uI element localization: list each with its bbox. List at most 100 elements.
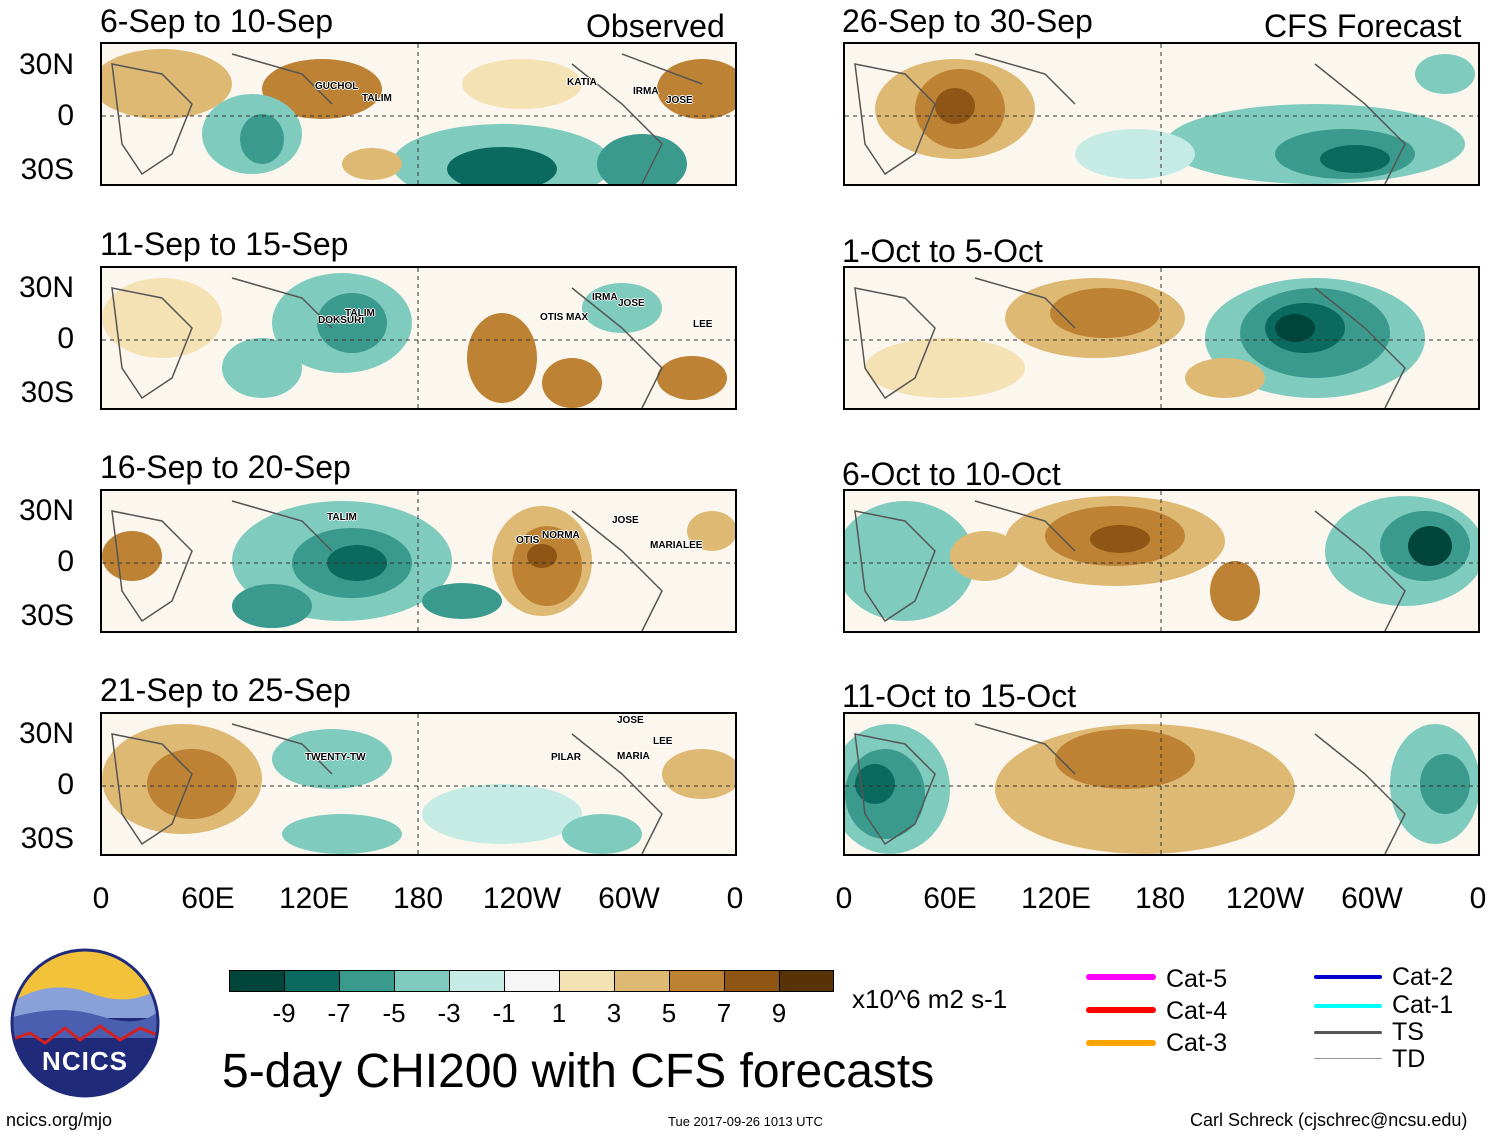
x-label: 0 xyxy=(92,882,110,915)
y-label-30n: 30N xyxy=(18,717,74,750)
panel-title: 21-Sep to 25-Sep xyxy=(100,672,351,708)
y-label-30n: 30N xyxy=(18,271,74,304)
storm-label: LEE xyxy=(653,736,673,747)
storm-label: PILAR xyxy=(551,752,581,763)
legend-label: Cat-2 xyxy=(1392,963,1454,991)
storm-label: OTIS xyxy=(540,312,564,323)
colorbar-swatch xyxy=(449,970,505,992)
legend-label: Cat-1 xyxy=(1392,991,1454,1019)
colorbar-label: 3 xyxy=(606,998,622,1028)
legend-line-cat2 xyxy=(1314,975,1382,979)
footer-link[interactable]: ncics.org/mjo xyxy=(6,1110,113,1130)
legend-label: Cat-5 xyxy=(1166,965,1228,993)
y-label-0: 0 xyxy=(57,322,74,355)
panel-title: 6-Oct to 10-Oct xyxy=(842,456,1061,492)
storm-label: DOKSURI xyxy=(318,315,365,326)
y-label-30s: 30S xyxy=(20,153,74,186)
legend-label: TS xyxy=(1392,1018,1424,1046)
panel-title: 26-Sep to 30-Sep xyxy=(842,3,1093,39)
storm-label: KATIA xyxy=(567,77,597,88)
main-title: 5-day CHI200 with CFS forecasts xyxy=(222,1045,935,1098)
colorbar-label: -9 xyxy=(272,998,296,1028)
x-label: 60E xyxy=(181,882,235,915)
x-label: 0 xyxy=(835,882,853,915)
colorbar-swatch xyxy=(614,970,670,992)
anomaly-map xyxy=(843,266,1480,410)
colorbar-swatch xyxy=(394,970,450,992)
storm-label: MARIA xyxy=(617,751,650,762)
x-label: 0 xyxy=(726,882,744,915)
panel-title: 11-Oct to 15-Oct xyxy=(842,678,1077,714)
x-label: 0 xyxy=(1469,882,1487,915)
colorbar-label: -5 xyxy=(382,998,406,1028)
anomaly-map xyxy=(843,489,1480,633)
storm-label: GUCHOL xyxy=(315,81,359,92)
x-label: 180 xyxy=(1134,882,1186,915)
x-label: 120E xyxy=(278,882,350,915)
colorbar-label: -1 xyxy=(492,998,516,1028)
colorbar-swatch xyxy=(559,970,615,992)
legend-label: Cat-3 xyxy=(1166,1029,1228,1057)
y-label-30s: 30S xyxy=(20,376,74,409)
colorbar-swatch xyxy=(504,970,560,992)
colorbar-label: 7 xyxy=(716,998,732,1028)
colorbar-label: 1 xyxy=(551,998,567,1028)
legend-label: Cat-4 xyxy=(1166,997,1228,1025)
colorbar-swatch xyxy=(229,970,285,992)
storm-label: TALIM xyxy=(362,93,392,104)
colorbar-label: 9 xyxy=(771,998,787,1028)
logo-text: NCICS xyxy=(42,1046,128,1076)
storm-label: NORMA xyxy=(542,530,580,541)
storm-label: IRMA xyxy=(633,86,659,97)
x-label: 60W xyxy=(598,882,660,915)
footer-author: Carl Schreck (cjschrec@ncsu.edu) xyxy=(1190,1110,1468,1130)
colorbar-label: -3 xyxy=(437,998,461,1028)
storm-label: MAX xyxy=(566,312,589,323)
legend-line-td xyxy=(1314,1058,1382,1059)
x-label: 60E xyxy=(923,882,977,915)
legend-line-cat4 xyxy=(1086,1007,1156,1013)
legend-line-cat5 xyxy=(1086,974,1156,980)
panel-title: 16-Sep to 20-Sep xyxy=(100,449,351,485)
anomaly-map xyxy=(100,712,737,856)
x-label: 180 xyxy=(392,882,444,915)
storm-label: JOSE xyxy=(617,715,644,726)
anomaly-map xyxy=(100,266,737,410)
y-label-30s: 30S xyxy=(20,822,74,855)
y-label-0: 0 xyxy=(57,545,74,578)
x-label: 120W xyxy=(1225,882,1305,915)
x-label: 120W xyxy=(482,882,562,915)
colorbar-swatch xyxy=(779,970,834,992)
x-label: 120E xyxy=(1020,882,1092,915)
panel-title: 11-Sep to 15-Sep xyxy=(100,226,349,262)
legend-line-cat3 xyxy=(1086,1040,1156,1046)
colorbar-label: -7 xyxy=(327,998,351,1028)
storm-label: JOSE xyxy=(612,515,639,526)
anomaly-map xyxy=(843,42,1480,186)
anomaly-map xyxy=(100,42,737,186)
storm-label: JOSE xyxy=(618,298,645,309)
y-label-0: 0 xyxy=(57,99,74,132)
colorbar-units: x10^6 m2 s-1 xyxy=(852,984,1008,1014)
storm-label: LEE xyxy=(683,540,703,551)
storm-label: TALIM xyxy=(327,512,357,523)
storm-label: TALIM xyxy=(345,308,375,319)
storm-label: OTIS xyxy=(516,535,540,546)
colorbar-swatch xyxy=(669,970,725,992)
y-label-30n: 30N xyxy=(18,48,74,81)
colorbar-swatch xyxy=(724,970,780,992)
legend-line-cat1 xyxy=(1314,1004,1382,1008)
footer-timestamp: Tue 2017-09-26 1013 UTC xyxy=(668,1114,823,1129)
legend-label: TD xyxy=(1392,1045,1426,1073)
colorbar-swatch xyxy=(339,970,395,992)
observed-header: Observed xyxy=(586,8,725,44)
x-label: 60W xyxy=(1341,882,1403,915)
legend-line-ts xyxy=(1314,1031,1382,1034)
anomaly-map xyxy=(843,712,1480,856)
ncics-logo: NCICS xyxy=(10,948,160,1098)
y-label-30s: 30S xyxy=(20,599,74,632)
y-label-0: 0 xyxy=(57,768,74,801)
panel-title: 6-Sep to 10-Sep xyxy=(100,3,334,39)
storm-label: TWENTY-TW xyxy=(305,752,366,763)
storm-label: MARIA xyxy=(650,540,683,551)
